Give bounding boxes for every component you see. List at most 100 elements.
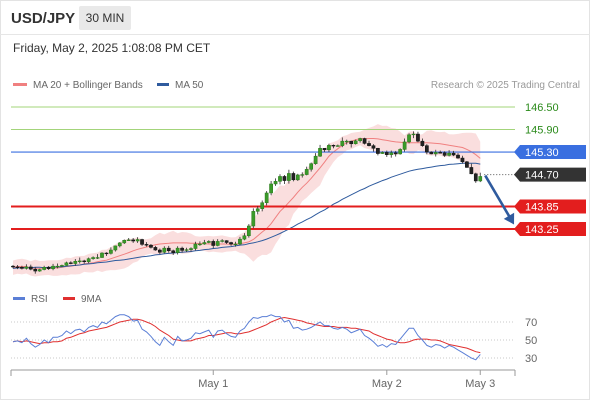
- candle-body: [233, 243, 238, 246]
- support-badge-5: 143.25: [514, 222, 586, 236]
- candle-body: [215, 241, 220, 246]
- candle-body: [135, 239, 140, 242]
- candle-body: [336, 145, 340, 147]
- candle-body: [269, 183, 273, 194]
- candle-body: [264, 192, 269, 203]
- ma20-legend-label: MA 20 + Bollinger Bands: [33, 80, 143, 91]
- candle-body: [91, 257, 95, 259]
- candle-body: [420, 140, 425, 146]
- candle-body: [278, 176, 282, 182]
- support-badge-4-text: 143.85: [525, 201, 559, 213]
- legend-rsi: RSI: [13, 294, 48, 305]
- candle-body: [402, 141, 407, 150]
- ma50-legend-label: MA 50: [175, 80, 204, 91]
- candle-body: [247, 225, 251, 237]
- ma50-swatch: [157, 82, 169, 86]
- support-badge-5-shape: [514, 222, 586, 236]
- candle-body: [122, 240, 127, 244]
- x-tick-label-2: May 3: [465, 378, 495, 390]
- candle-body: [28, 266, 33, 270]
- timeframe-badge[interactable]: 30 MIN: [79, 6, 131, 30]
- candle-body: [171, 250, 176, 253]
- last-price-badge: 144.70: [514, 167, 586, 182]
- candle-body: [425, 145, 429, 153]
- candle-body: [433, 152, 438, 155]
- candle-body: [60, 265, 64, 267]
- legend-9ma: 9MA: [63, 294, 102, 305]
- candle-body: [46, 267, 51, 270]
- candle-body: [251, 211, 256, 227]
- candle-body: [318, 148, 322, 157]
- candle-body: [42, 267, 46, 270]
- candle-body: [131, 239, 136, 242]
- projection-arrow-head: [503, 212, 515, 225]
- rsi-tick-label-70: 70: [525, 317, 537, 329]
- candle-body: [273, 181, 278, 185]
- candle-body: [109, 249, 113, 254]
- candle-body: [198, 243, 202, 246]
- candle-body: [180, 247, 184, 251]
- ma20-swatch: [13, 82, 27, 86]
- resistance-label-1: 145.90: [525, 125, 559, 137]
- candle-body: [411, 133, 416, 136]
- projection-arrow-shaft: [484, 174, 514, 222]
- candle-body: [158, 249, 162, 253]
- x-tick-label-1: May 2: [372, 378, 402, 390]
- candle-body: [291, 173, 296, 181]
- symbol-title: USD/JPY: [11, 10, 76, 27]
- candle-body: [327, 145, 331, 151]
- rsi-legend-label: RSI: [31, 294, 48, 305]
- candle-body: [362, 138, 367, 144]
- candle-body: [300, 174, 305, 176]
- candle-body: [69, 262, 73, 264]
- candle-body: [340, 140, 345, 146]
- candle-body: [24, 266, 29, 269]
- candle-body: [15, 266, 20, 268]
- ma9-swatch: [63, 296, 75, 300]
- last-price-badge-text: 144.70: [525, 170, 559, 182]
- candle-body: [465, 161, 469, 168]
- legend-ma50: MA 50: [157, 80, 203, 91]
- candle-body: [260, 202, 265, 209]
- candle-body: [389, 152, 394, 155]
- candle-body: [202, 242, 207, 245]
- rsi-9ma-line: [12, 316, 481, 354]
- candle-body: [144, 244, 149, 246]
- pivot-badge-shape: [514, 145, 586, 160]
- candle-body: [442, 152, 447, 156]
- x-tick-label-0: May 1: [198, 378, 228, 390]
- credit-label: Research © 2025 Trading Central: [430, 80, 580, 91]
- candle-body: [162, 247, 167, 253]
- candle-body: [456, 154, 460, 159]
- candle-body: [371, 145, 376, 149]
- candle-body: [117, 242, 122, 247]
- candle-body: [358, 138, 362, 142]
- candle-body: [469, 167, 474, 175]
- candle-body: [211, 241, 216, 246]
- pivot-badge-text: 145.30: [525, 147, 559, 159]
- candle-body: [184, 249, 189, 251]
- candle-body: [367, 143, 371, 146]
- candle-body: [322, 148, 327, 151]
- rsi-line: [12, 314, 481, 361]
- candle-body: [149, 244, 153, 248]
- candle-body: [242, 235, 247, 240]
- candle-body: [37, 269, 42, 272]
- candle-body: [349, 140, 354, 145]
- chart-header: USD/JPY 30 MIN: [0, 0, 590, 34]
- candle-body: [438, 152, 443, 154]
- candle-body: [189, 248, 193, 250]
- candle-body: [407, 134, 411, 143]
- candle-body: [384, 152, 389, 155]
- resistance-label-0: 146.50: [525, 102, 559, 114]
- candle-body: [398, 149, 402, 155]
- candle-body: [86, 258, 91, 262]
- rsi-tick-label-30: 30: [525, 353, 537, 365]
- candle-body: [393, 152, 398, 155]
- candle-body: [331, 145, 336, 147]
- candle-body: [416, 133, 420, 142]
- rsi-swatch: [13, 296, 25, 300]
- header-divider: [0, 34, 590, 35]
- candle-body: [193, 243, 198, 249]
